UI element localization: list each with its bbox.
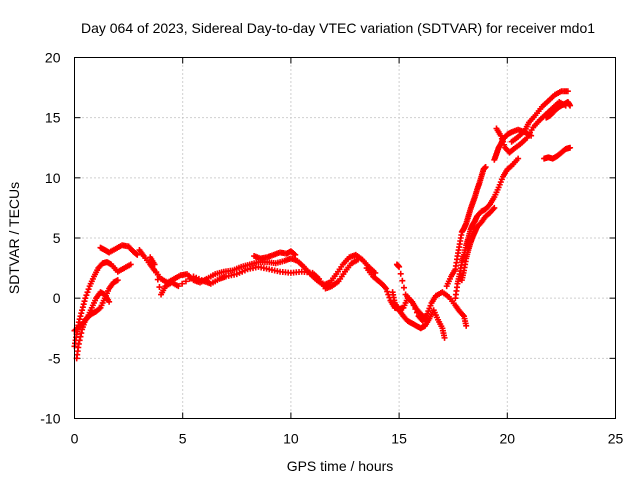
data-point: [154, 276, 161, 283]
x-tick-label: 20: [500, 431, 516, 447]
series-track-g: [251, 248, 299, 262]
data-point: [564, 88, 571, 95]
y-tick-label: -10: [40, 411, 60, 427]
data-point: [79, 307, 86, 314]
series-track-q: [541, 144, 574, 162]
data-point: [83, 292, 90, 299]
data-point: [384, 288, 391, 295]
data-point: [76, 337, 83, 344]
series-track-c: [71, 289, 113, 334]
data-point: [134, 251, 141, 258]
data-point: [179, 280, 186, 287]
data-point: [175, 283, 182, 290]
data-point: [82, 295, 89, 302]
series-track-i: [389, 289, 448, 341]
data-point: [412, 305, 419, 312]
series-track-j: [393, 261, 470, 329]
series-track-r: [543, 99, 574, 121]
data-point: [75, 340, 82, 347]
data-point: [78, 310, 85, 317]
y-tick-label: 5: [53, 230, 61, 246]
x-tick-label: 5: [179, 431, 187, 447]
data-point: [81, 298, 88, 305]
data-point: [410, 302, 417, 309]
x-tick-label: 25: [608, 431, 624, 447]
data-point: [133, 250, 140, 257]
x-tick-label: 10: [283, 431, 299, 447]
series-track-d: [97, 242, 141, 258]
data-point: [397, 270, 404, 277]
data-point: [491, 204, 498, 211]
data-point: [399, 277, 406, 284]
data-point: [186, 275, 193, 282]
y-axis-label: SDTVAR / TECUs: [6, 182, 22, 294]
x-axis-label: GPS time / hours: [287, 458, 394, 474]
data-points: [71, 88, 574, 362]
data-point: [396, 263, 403, 270]
data-point: [127, 261, 134, 268]
grid: [74, 57, 616, 419]
y-tick-label: 10: [45, 170, 61, 186]
data-point: [400, 284, 407, 291]
data-point: [292, 251, 299, 258]
x-tick-label: 15: [391, 431, 407, 447]
series-track-m: [458, 204, 498, 284]
data-point: [106, 298, 113, 305]
data-point: [567, 102, 574, 109]
data-point: [372, 269, 379, 276]
series-track-p: [508, 88, 571, 145]
plot-frame: [74, 57, 616, 419]
data-point: [482, 164, 489, 171]
chart-title: Day 064 of 2023, Sidereal Day-to-day VTE…: [81, 20, 595, 36]
data-point: [156, 284, 163, 291]
y-tick-label: 0: [53, 290, 61, 306]
data-point: [76, 316, 83, 323]
data-point: [413, 309, 420, 316]
data-point: [77, 333, 84, 340]
data-point: [182, 278, 189, 285]
data-point: [78, 330, 85, 337]
data-point: [114, 277, 121, 284]
data-point: [409, 298, 416, 305]
data-point: [79, 304, 86, 311]
axis-ticks: 0 5 10 15 20 25 -10 -5 0 5 10 15 20: [40, 50, 623, 447]
data-point: [291, 250, 298, 257]
series-track-k: [443, 164, 489, 290]
data-point: [383, 285, 390, 292]
data-point: [499, 138, 506, 145]
data-point: [515, 155, 522, 162]
data-point: [441, 334, 448, 341]
y-tick-label: 15: [45, 110, 61, 126]
data-point: [501, 141, 508, 148]
data-point: [85, 286, 92, 293]
data-point: [77, 313, 84, 320]
data-point: [463, 322, 470, 329]
y-tick-label: -5: [48, 350, 61, 366]
data-point: [153, 268, 160, 275]
data-point: [567, 144, 574, 151]
data-point: [96, 305, 103, 312]
data-point: [498, 135, 505, 142]
x-tick-label: 0: [71, 431, 79, 447]
y-tick-label: 20: [45, 50, 61, 66]
data-point: [84, 289, 91, 296]
data-point: [354, 256, 361, 263]
series-track-a: [71, 259, 134, 350]
data-point: [80, 301, 87, 308]
data-point: [497, 132, 504, 139]
series-track-f: [147, 254, 361, 298]
data-point: [151, 261, 158, 268]
